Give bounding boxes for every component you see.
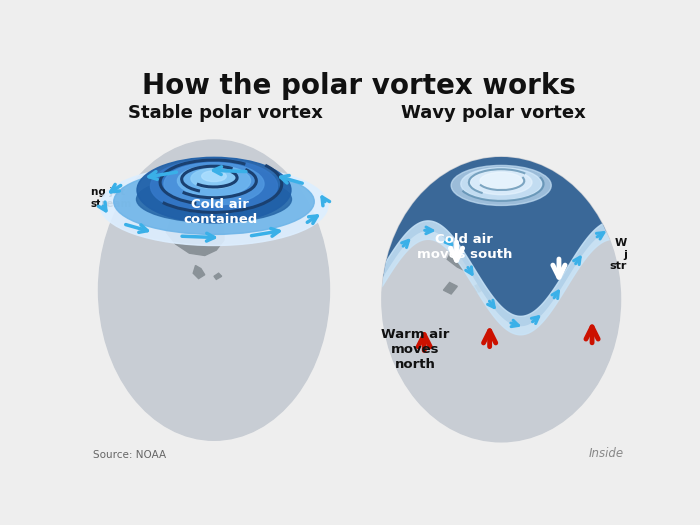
Ellipse shape bbox=[99, 140, 330, 440]
Ellipse shape bbox=[202, 171, 226, 182]
Text: Warm air
moves
north: Warm air moves north bbox=[381, 328, 449, 371]
Ellipse shape bbox=[100, 165, 328, 246]
Polygon shape bbox=[475, 282, 486, 292]
Polygon shape bbox=[203, 184, 226, 202]
Ellipse shape bbox=[191, 169, 237, 188]
Ellipse shape bbox=[177, 165, 251, 196]
Text: Stable polar vortex: Stable polar vortex bbox=[128, 104, 323, 122]
Text: ng jet
stream: ng jet stream bbox=[91, 187, 132, 208]
Ellipse shape bbox=[382, 157, 620, 442]
Polygon shape bbox=[444, 282, 457, 294]
Text: Wavy polar vortex: Wavy polar vortex bbox=[401, 104, 586, 122]
Polygon shape bbox=[167, 200, 224, 256]
Polygon shape bbox=[447, 235, 497, 275]
Polygon shape bbox=[374, 134, 629, 326]
Polygon shape bbox=[501, 263, 517, 275]
Ellipse shape bbox=[470, 170, 532, 195]
Text: Source: NOAA: Source: NOAA bbox=[93, 449, 166, 459]
Ellipse shape bbox=[164, 163, 264, 205]
Ellipse shape bbox=[136, 176, 291, 223]
Text: W
j
str: W j str bbox=[609, 238, 626, 271]
Polygon shape bbox=[382, 221, 621, 335]
Ellipse shape bbox=[113, 169, 314, 235]
Polygon shape bbox=[517, 284, 532, 298]
Text: Cold air
contained: Cold air contained bbox=[183, 197, 258, 226]
Text: Cold air
moves south: Cold air moves south bbox=[416, 233, 512, 261]
Ellipse shape bbox=[451, 165, 552, 205]
Ellipse shape bbox=[150, 159, 277, 213]
Text: How the polar vortex works: How the polar vortex works bbox=[142, 72, 575, 100]
Polygon shape bbox=[193, 266, 204, 279]
Ellipse shape bbox=[461, 167, 542, 200]
Polygon shape bbox=[214, 273, 222, 279]
Ellipse shape bbox=[137, 158, 291, 223]
Text: Inside: Inside bbox=[589, 447, 624, 459]
Ellipse shape bbox=[480, 172, 522, 190]
